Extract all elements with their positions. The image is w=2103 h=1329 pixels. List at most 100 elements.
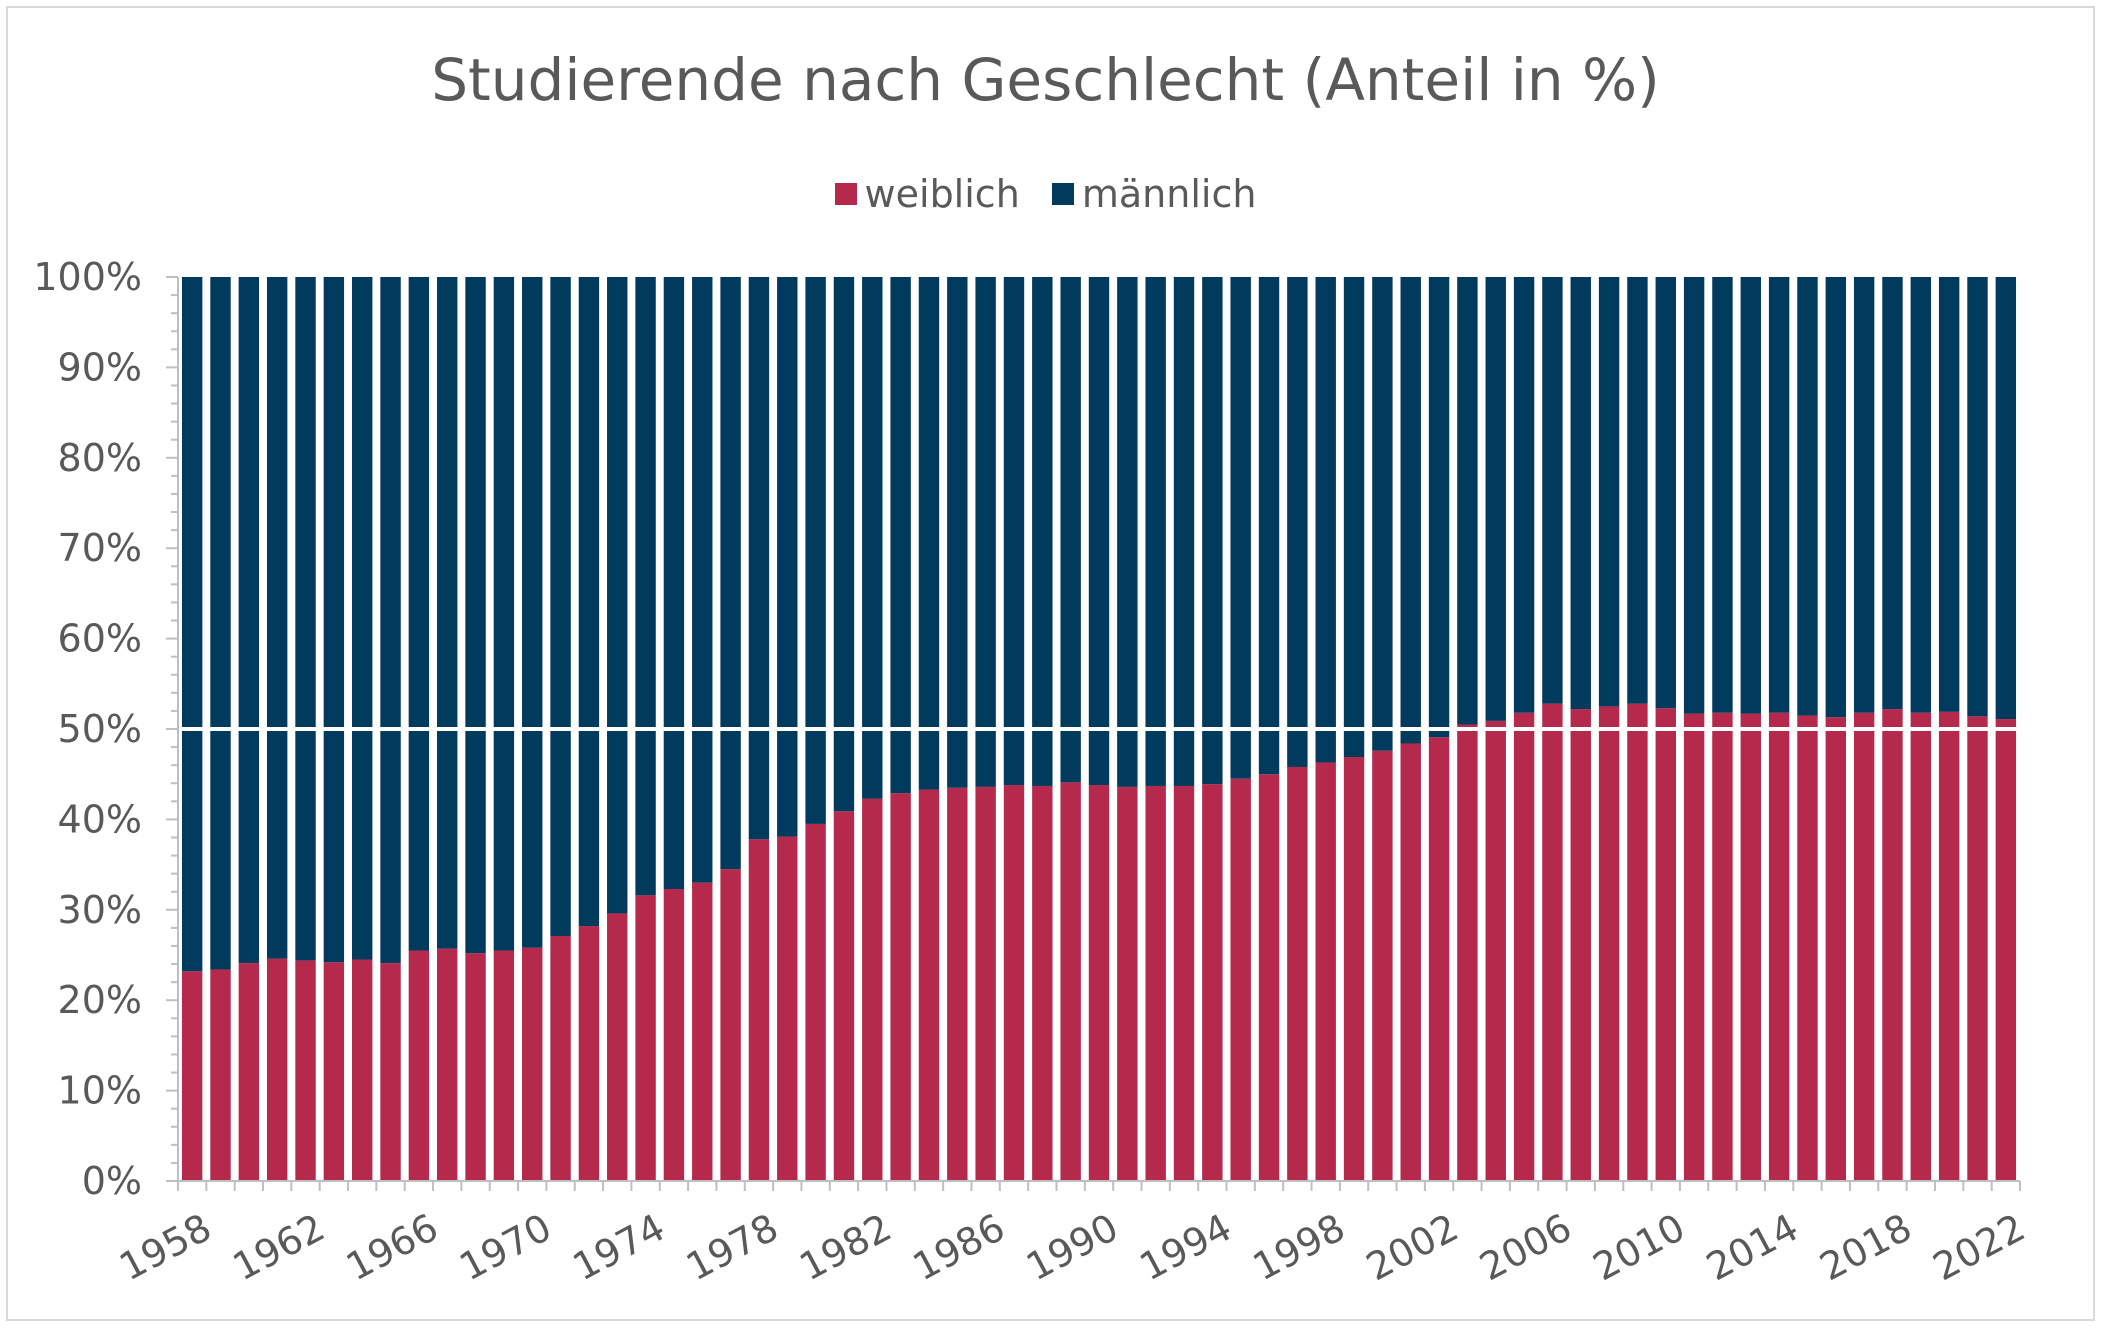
bar-maennlich-2017 <box>1853 277 1875 713</box>
bar-maennlich-1994 <box>1202 277 1223 785</box>
bar-weiblich-2022 <box>1995 719 2017 1181</box>
bar-weiblich-1993 <box>1173 785 1195 1181</box>
bar-maennlich-1987 <box>1003 277 1025 786</box>
y-tick-label: 80% <box>58 436 142 480</box>
bar-maennlich-1960 <box>238 277 260 964</box>
bar-maennlich-1959 <box>210 277 231 970</box>
bar-maennlich-1993 <box>1173 277 1195 786</box>
bar-weiblich-1969 <box>493 950 515 1181</box>
bar-maennlich-2021 <box>1967 277 1988 717</box>
bar-maennlich-2014 <box>1768 277 1790 713</box>
bar-weiblich-1986 <box>975 786 996 1181</box>
legend-swatch-maennlich <box>1051 183 1074 205</box>
x-tick-label: 1994 <box>1133 1205 1239 1289</box>
bar-maennlich-1967 <box>437 277 458 949</box>
x-tick-label: 1974 <box>566 1205 672 1289</box>
bar-maennlich-1973 <box>607 277 628 914</box>
bar-weiblich-1984 <box>918 789 940 1181</box>
bar-maennlich-1990 <box>1088 277 1110 786</box>
bar-weiblich-1996 <box>1258 774 1280 1181</box>
bar-maennlich-2012 <box>1712 277 1733 713</box>
bar-weiblich-2017 <box>1853 712 1875 1181</box>
bar-weiblich-1999 <box>1343 757 1365 1181</box>
x-tick-label: 1970 <box>452 1205 558 1289</box>
bar-weiblich-1962 <box>295 960 316 1181</box>
bar-maennlich-2006 <box>1542 277 1563 704</box>
bar-maennlich-2008 <box>1598 277 1620 707</box>
bar-maennlich-1976 <box>692 277 713 883</box>
legend-swatch-weiblich <box>834 183 857 205</box>
bar-maennlich-1970 <box>522 277 543 948</box>
y-tick-label: 50% <box>58 707 142 751</box>
y-tick-label: 90% <box>58 345 142 389</box>
bar-maennlich-1978 <box>748 277 770 840</box>
bar-weiblich-1987 <box>1003 785 1025 1181</box>
bar-maennlich-2013 <box>1740 277 1761 714</box>
bar-weiblich-2011 <box>1683 713 1705 1181</box>
bar-weiblich-1965 <box>380 963 401 1181</box>
bar-weiblich-1958 <box>181 971 203 1181</box>
bar-maennlich-1968 <box>465 277 486 954</box>
bar-weiblich-2019 <box>1910 712 1932 1181</box>
legend-item-weiblich: weiblich <box>834 172 1020 216</box>
bar-weiblich-2004 <box>1485 720 1506 1181</box>
bar-maennlich-2004 <box>1485 277 1506 721</box>
bar-maennlich-2016 <box>1825 277 1846 718</box>
bar-weiblich-2012 <box>1712 712 1733 1181</box>
bar-weiblich-1988 <box>1032 785 1053 1181</box>
y-tick-label: 100% <box>33 255 142 299</box>
bar-weiblich-1967 <box>437 948 458 1181</box>
bar-maennlich-1995 <box>1230 277 1251 779</box>
bar-weiblich-1972 <box>578 926 600 1181</box>
x-tick-label: 1962 <box>226 1205 332 1289</box>
x-tick-label: 1966 <box>339 1205 445 1289</box>
bar-maennlich-1996 <box>1258 277 1280 775</box>
bar-weiblich-1964 <box>352 959 373 1181</box>
bar-weiblich-1989 <box>1060 782 1081 1181</box>
bar-maennlich-1988 <box>1032 277 1053 786</box>
bar-weiblich-1991 <box>1117 786 1138 1181</box>
bar-weiblich-2000 <box>1372 750 1393 1181</box>
bar-maennlich-2020 <box>1938 277 1960 712</box>
bar-maennlich-1977 <box>720 277 741 870</box>
bar-maennlich-1992 <box>1145 277 1166 786</box>
bar-weiblich-1975 <box>663 889 685 1181</box>
bar-maennlich-2000 <box>1372 277 1393 751</box>
bar-maennlich-2007 <box>1570 277 1591 710</box>
bar-maennlich-1986 <box>975 277 996 787</box>
bar-maennlich-2002 <box>1428 277 1450 738</box>
bar-maennlich-2015 <box>1797 277 1818 716</box>
bar-weiblich-2020 <box>1938 711 1960 1181</box>
bar-maennlich-1969 <box>493 277 515 951</box>
bar-weiblich-2003 <box>1457 724 1478 1181</box>
bar-weiblich-1960 <box>238 963 260 1181</box>
bar-maennlich-1985 <box>947 277 968 788</box>
bar-weiblich-1973 <box>607 913 628 1181</box>
x-tick-label: 1958 <box>112 1205 218 1289</box>
chart-title: Studierende nach Geschlecht (Anteil in %… <box>431 46 1660 114</box>
legend-item-maennlich: männlich <box>1051 172 1256 216</box>
x-tick-label: 2010 <box>1586 1205 1692 1289</box>
bar-maennlich-1958 <box>181 277 203 972</box>
bar-maennlich-2001 <box>1400 277 1421 744</box>
bar-maennlich-1998 <box>1315 277 1336 763</box>
bar-maennlich-2003 <box>1457 277 1478 725</box>
y-tick-label: 70% <box>58 526 142 570</box>
bar-weiblich-1977 <box>720 869 741 1181</box>
bar-weiblich-1980 <box>805 823 826 1181</box>
x-tick-label: 1998 <box>1246 1205 1352 1289</box>
bar-maennlich-1966 <box>408 277 430 951</box>
bar-weiblich-2015 <box>1797 715 1818 1181</box>
bar-weiblich-2006 <box>1542 703 1563 1181</box>
bar-maennlich-2019 <box>1910 277 1932 713</box>
bar-weiblich-1979 <box>777 836 798 1181</box>
bar-maennlich-1971 <box>550 277 571 937</box>
y-tick-label: 60% <box>58 617 142 661</box>
bar-weiblich-1963 <box>323 962 345 1181</box>
bar-weiblich-1974 <box>635 895 656 1181</box>
x-tick-label: 2014 <box>1699 1205 1805 1289</box>
bar-weiblich-1990 <box>1088 785 1110 1181</box>
bar-weiblich-1982 <box>862 798 883 1181</box>
bar-weiblich-1997 <box>1287 766 1308 1181</box>
bar-weiblich-1983 <box>890 793 911 1181</box>
